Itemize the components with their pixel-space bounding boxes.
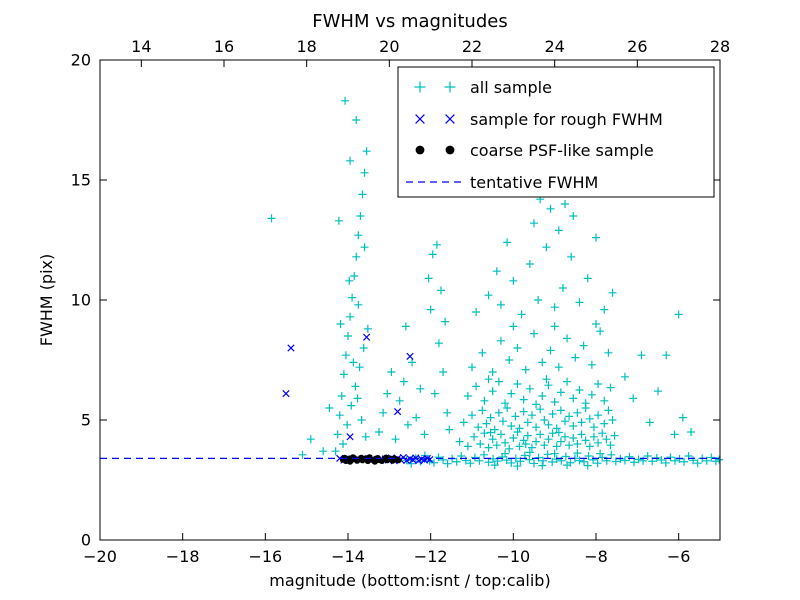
svg-text:−18: −18: [166, 547, 200, 566]
svg-text:−20: −20: [83, 547, 117, 566]
svg-text:5: 5: [81, 411, 91, 430]
legend-markers: [406, 81, 462, 183]
svg-text:20: 20: [71, 51, 91, 70]
axis-ticks: −20 −18 −16 −14 −12 −10 −8 −6 14 16 18 20 22 24 26 28 0 5…: [71, 37, 731, 566]
legend: all sample sample for rough FWHM coarse …: [397, 66, 715, 198]
y-axis-label: FWHM (pix): [37, 254, 56, 347]
svg-text:15: 15: [71, 171, 91, 190]
series-plus: [267, 96, 724, 471]
svg-text:−8: −8: [584, 547, 608, 566]
legend-box: [397, 66, 715, 198]
legend-label-coarse-psf: coarse PSF-like sample: [470, 141, 654, 160]
legend-label-all-sample: all sample: [470, 78, 552, 97]
svg-text:−12: −12: [414, 547, 448, 566]
svg-text:22: 22: [462, 37, 482, 56]
svg-text:24: 24: [544, 37, 564, 56]
svg-text:−16: −16: [248, 547, 282, 566]
svg-text:28: 28: [710, 37, 730, 56]
svg-text:−14: −14: [331, 547, 365, 566]
svg-text:20: 20: [379, 37, 399, 56]
svg-text:−6: −6: [667, 547, 691, 566]
svg-text:10: 10: [71, 291, 91, 310]
svg-text:−10: −10: [496, 547, 530, 566]
svg-text:26: 26: [627, 37, 647, 56]
legend-label-rough-fwhm: sample for rough FWHM: [470, 110, 663, 129]
svg-text:14: 14: [131, 37, 151, 56]
plot-frame: [99, 59, 721, 541]
x-axis-label: magnitude (bottom:isnt / top:calib): [269, 571, 550, 590]
svg-text:18: 18: [296, 37, 316, 56]
legend-label-tentative-fwhm: tentative FWHM: [470, 173, 598, 192]
svg-text:0: 0: [81, 531, 91, 550]
svg-text:16: 16: [214, 37, 234, 56]
chart-title: FWHM vs magnitudes: [312, 11, 507, 32]
